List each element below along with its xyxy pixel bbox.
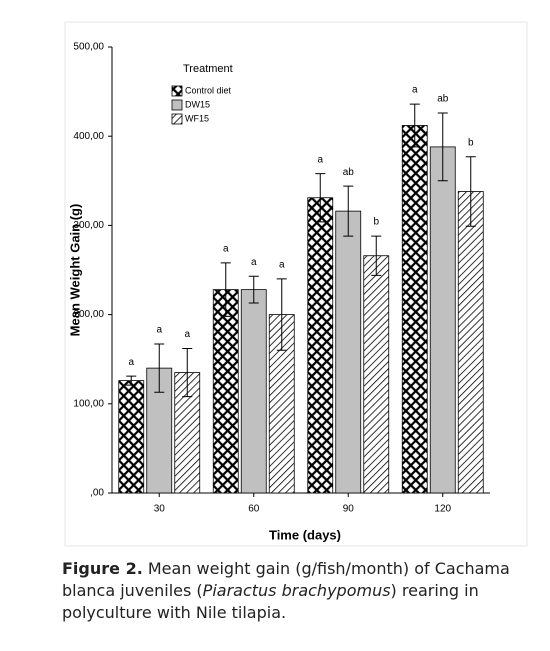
legend-label: DW15 — [185, 99, 210, 109]
x-axis-label: Time (days) — [269, 527, 341, 542]
significance-letter: ab — [343, 167, 355, 178]
caption-text: Mean weight gain (g/fish/month) of Cacha… — [62, 559, 510, 600]
error-bar — [465, 156, 476, 227]
x-tick-label: 120 — [434, 504, 451, 515]
chart: Mean Weight Gain (g) Time (days) Treatme… — [64, 21, 528, 547]
bar — [457, 191, 484, 494]
significance-letter: b — [468, 137, 474, 148]
x-tick-label: 90 — [343, 504, 355, 515]
bar — [335, 210, 362, 494]
bar — [240, 289, 267, 494]
significance-letter: a — [156, 325, 162, 336]
significance-letter: a — [223, 244, 229, 255]
significance-letter: b — [373, 217, 379, 228]
significance-letter: ab — [437, 94, 449, 105]
bar — [401, 125, 428, 494]
legend-swatch — [171, 113, 183, 125]
significance-letter: a — [128, 357, 134, 368]
error-bar — [220, 262, 231, 317]
error-bar — [276, 278, 287, 351]
x-tick-label: 60 — [248, 504, 260, 515]
caption-text: Piaractus brachypomus — [202, 581, 391, 600]
y-tick-label: 400,00 — [73, 131, 104, 142]
bar — [363, 255, 390, 494]
error-bar — [126, 375, 137, 386]
legend-swatch — [171, 99, 183, 111]
bar — [429, 146, 456, 494]
error-bar — [248, 275, 259, 304]
x-tick-label: 30 — [154, 504, 166, 515]
significance-letter: a — [251, 257, 257, 268]
error-bar — [315, 173, 326, 223]
error-bar — [409, 103, 420, 148]
caption-text: ) rearing in polyculture with Nile tilap… — [62, 581, 479, 622]
y-axis-label: Mean Weight Gain (g) — [67, 204, 82, 337]
error-bar — [343, 185, 354, 237]
legend-title: Treatment — [183, 63, 233, 75]
significance-letter: a — [279, 260, 285, 271]
significance-letter: a — [317, 154, 323, 165]
y-tick-label: ,00 — [90, 488, 104, 499]
legend-label: WF15 — [185, 113, 209, 123]
y-tick-label: 200,00 — [73, 309, 104, 320]
y-tick-label: 500,00 — [73, 42, 104, 53]
bar — [212, 289, 239, 494]
error-bar — [182, 347, 193, 398]
legend-label: Control diet — [185, 85, 232, 95]
significance-letter: a — [184, 329, 190, 340]
frame — [64, 21, 528, 547]
error-bar — [154, 343, 165, 393]
y-tick-label: 100,00 — [73, 398, 104, 409]
y-tick-label: 300,00 — [73, 220, 104, 231]
legend-swatch — [171, 85, 183, 97]
caption-text: Figure 2. — [62, 559, 143, 578]
error-bar — [371, 235, 382, 276]
significance-letter: a — [412, 85, 418, 96]
bar — [118, 380, 145, 494]
bar — [307, 197, 334, 494]
caption: Figure 2. Mean weight gain (g/fish/month… — [62, 558, 540, 624]
error-bar — [437, 112, 448, 182]
